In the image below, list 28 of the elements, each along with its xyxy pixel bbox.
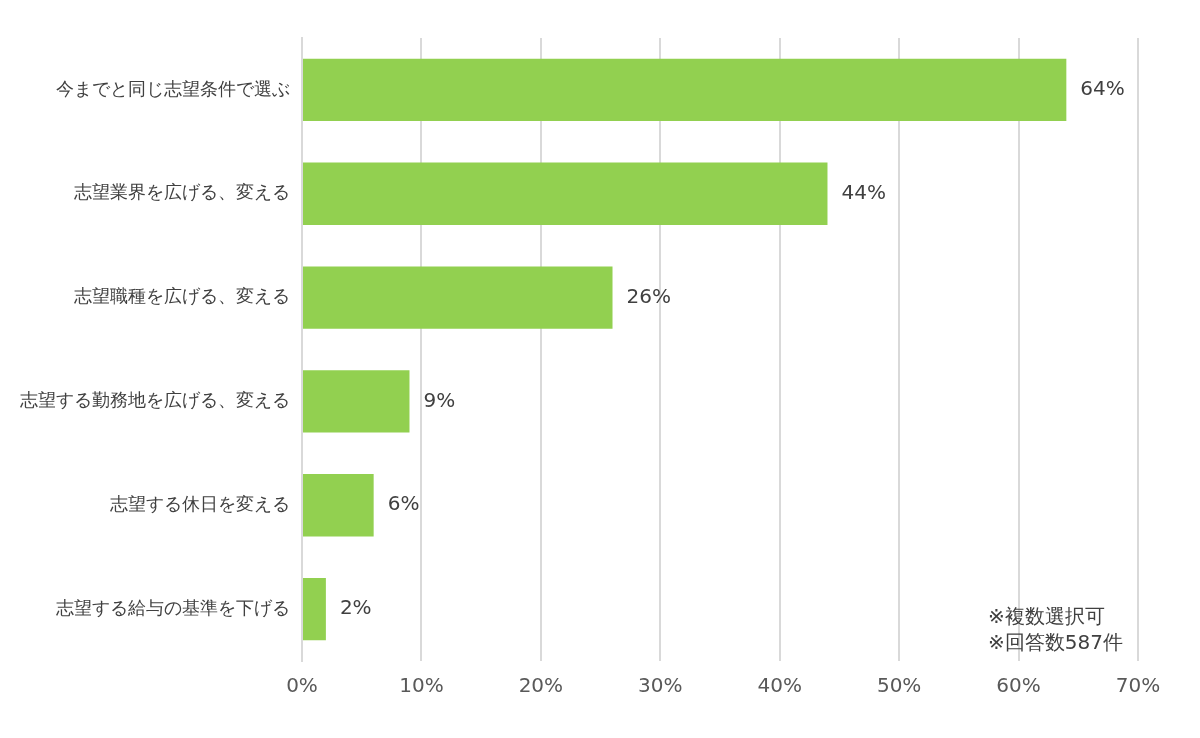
- x-tick-label: 0%: [286, 673, 318, 698]
- x-tick-label: 70%: [1115, 673, 1161, 698]
- annotation: ※回答数587件: [988, 630, 1123, 654]
- y-tick-label: 今までと同じ志望条件で選ぶ: [56, 77, 290, 99]
- data-label: 9%: [423, 387, 456, 412]
- data-label: 26%: [626, 283, 671, 308]
- x-tick-label: 20%: [518, 673, 564, 698]
- annotation: ※複数選択可: [988, 604, 1105, 628]
- x-tick-label: 10%: [399, 673, 444, 698]
- bar: [303, 162, 828, 225]
- x-tick-label: 30%: [638, 673, 683, 698]
- y-tick-label: 志望業界を広げる、変える: [74, 181, 290, 203]
- x-tick-label: 40%: [757, 673, 802, 698]
- data-label: 64%: [1080, 76, 1125, 101]
- data-label: 2%: [339, 595, 372, 620]
- y-tick-label: 志望する休日を変える: [110, 492, 290, 514]
- bar: [303, 266, 613, 329]
- bar: [303, 58, 1067, 122]
- x-tick-label: 50%: [876, 673, 922, 698]
- x-tick-label: 60%: [996, 673, 1041, 698]
- bar: [303, 577, 326, 641]
- y-tick-label: 志望する給与の基準を下げる: [56, 596, 290, 618]
- bar: [303, 370, 410, 433]
- bar: [303, 474, 374, 537]
- data-label: 44%: [841, 179, 886, 204]
- data-label: 6%: [387, 491, 420, 516]
- y-tick-label: 志望職種を広げる、変える: [74, 285, 290, 307]
- y-tick-label: 志望する勤務地を広げる、変える: [20, 389, 290, 411]
